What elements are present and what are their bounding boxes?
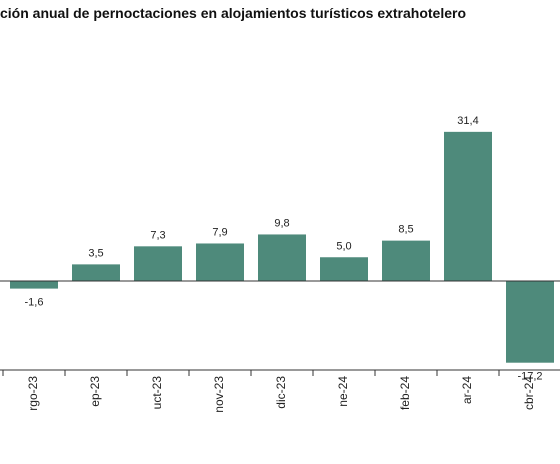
category-tick-label: nov-23	[212, 376, 226, 413]
bar-cbr-24	[506, 281, 554, 363]
category-tick-label: rgo-23	[26, 376, 40, 411]
value-label-ar-24: 31,4	[457, 115, 478, 127]
bar-nov-23	[196, 243, 244, 281]
category-tick-label: ar-24	[460, 376, 474, 404]
category-tick-label: feb-24	[398, 376, 412, 410]
bar-dic-23	[258, 234, 306, 281]
value-label-cbr-24: -17,2	[517, 371, 542, 383]
bar-ar-24	[444, 131, 492, 281]
value-label-rgo-23: -1,6	[25, 297, 44, 309]
value-labels-layer: -1,6 3,5 7,3 7,9 9,8 5,0 8,5 31,4 -17,2	[25, 115, 543, 383]
value-label-feb-24: 8,5	[398, 224, 413, 236]
value-label-ne-24: 5,0	[336, 240, 351, 252]
bar-feb-24	[382, 240, 430, 281]
category-tick-label: ne-24	[336, 376, 350, 407]
category-ticks-layer: rgo-23 ep-23 uct-23 nov-23 dic-23 ne-24 feb-24…	[2, 370, 536, 413]
category-tick-label: uct-23	[150, 376, 164, 410]
bar-ne-24	[320, 257, 368, 281]
category-tick-label: dic-23	[274, 376, 288, 409]
bar-rgo-23	[10, 281, 58, 289]
bars-layer	[10, 131, 554, 363]
chart-title: ción anual de pernoctaciones en alojamie…	[0, 5, 467, 21]
category-tick-label: cbr-24	[522, 376, 536, 410]
value-label-ep-23: 3,5	[88, 247, 103, 259]
value-label-uct-23: 7,3	[150, 229, 165, 241]
bar-ep-23	[72, 264, 120, 281]
bar-uct-23	[134, 246, 182, 281]
value-label-dic-23: 9,8	[274, 217, 289, 229]
category-tick-label: ep-23	[88, 376, 102, 407]
value-label-nov-23: 7,9	[212, 226, 227, 238]
